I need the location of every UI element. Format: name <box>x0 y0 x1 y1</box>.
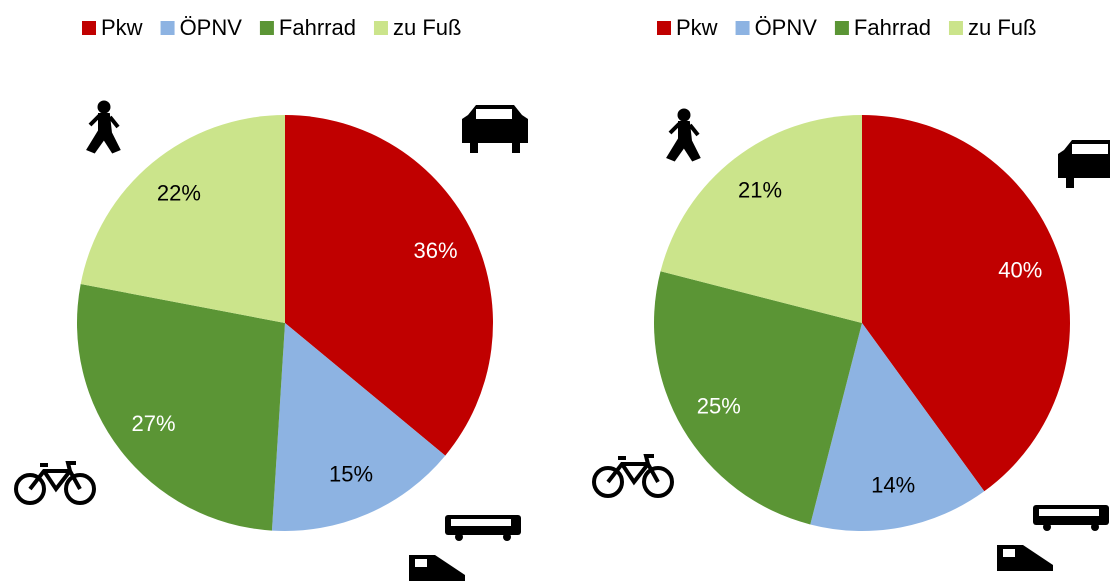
pie-slice <box>654 271 862 525</box>
legend-label: zu Fuß <box>393 15 461 40</box>
pie-slice <box>271 323 446 531</box>
legend-label: Fahrrad <box>279 15 356 40</box>
data-label: 36% <box>414 238 458 263</box>
data-label: 15% <box>329 462 373 487</box>
pie-slice <box>285 115 494 456</box>
walker-icon <box>86 100 121 154</box>
pie-slice <box>810 323 985 531</box>
data-label: 27% <box>131 411 175 436</box>
legend-label: Fahrrad <box>854 15 931 40</box>
data-label: 14% <box>871 472 915 497</box>
transit-icon <box>409 515 521 581</box>
legend-label: zu Fuß <box>968 15 1036 40</box>
legend-swatch <box>160 21 175 35</box>
legend-swatch <box>948 21 963 35</box>
data-label: 21% <box>738 177 782 202</box>
pie-slice <box>80 115 285 323</box>
pie-slice <box>660 115 862 323</box>
bike-icon <box>14 461 96 505</box>
legend-label: ÖPNV <box>755 15 818 40</box>
data-label: 40% <box>998 257 1042 282</box>
legend-swatch <box>373 21 388 35</box>
legend-label: ÖPNV <box>180 15 243 40</box>
legend-label: Pkw <box>676 15 718 40</box>
car-icon <box>462 105 528 153</box>
car-icon <box>1058 140 1110 188</box>
data-label: 25% <box>697 394 741 419</box>
walker-icon <box>666 108 701 162</box>
legend-label: Pkw <box>101 15 143 40</box>
legend-swatch <box>82 21 96 35</box>
legend-swatch <box>834 21 849 35</box>
transit-icon <box>997 505 1109 571</box>
legend-swatch <box>657 21 671 35</box>
pie-slice <box>77 284 285 531</box>
legend-swatch <box>735 21 750 35</box>
data-label: 22% <box>157 181 201 206</box>
pie-slice <box>862 115 1070 492</box>
bike-icon <box>592 454 674 498</box>
legend-swatch <box>259 21 274 35</box>
icons <box>14 100 1110 581</box>
